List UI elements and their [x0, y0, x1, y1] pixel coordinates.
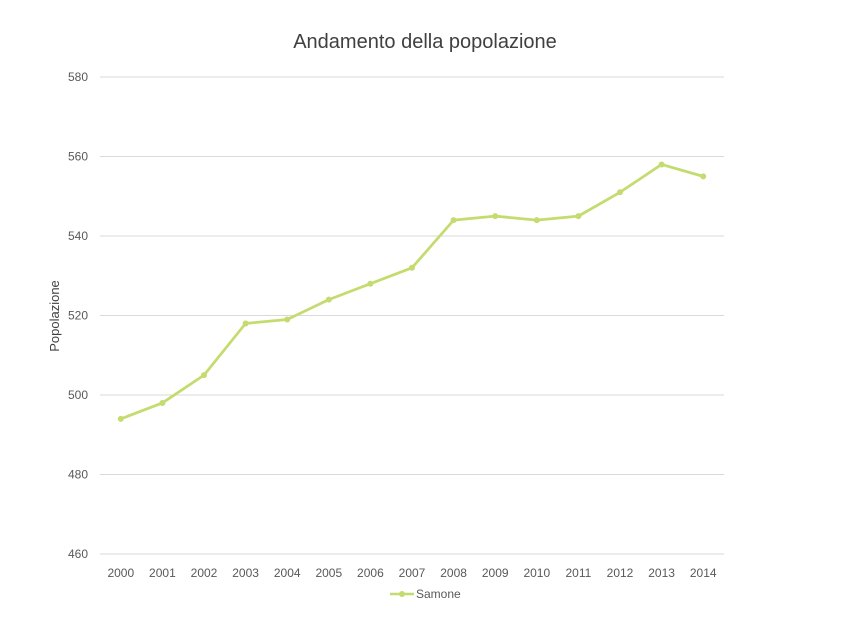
series-layer [117, 161, 707, 422]
x-tick-label: 2002 [191, 566, 218, 580]
data-point-2013[interactable] [658, 161, 665, 168]
y-axis-ticks: 460 480 500 520 540 560 580 [68, 70, 88, 561]
data-point-2000[interactable] [117, 415, 124, 422]
x-tick-label: 2007 [399, 566, 426, 580]
data-point-2006[interactable] [367, 280, 374, 287]
data-point-2007[interactable] [409, 264, 415, 271]
x-tick-label: 2003 [232, 566, 259, 580]
data-point-2002[interactable] [201, 372, 207, 379]
y-tick-label: 580 [68, 70, 88, 84]
y-tick-label: 560 [68, 150, 88, 164]
x-tick-label: 2004 [274, 566, 301, 580]
x-tick-label: 2009 [482, 566, 509, 580]
data-point-2011[interactable] [575, 213, 582, 220]
y-tick-label: 460 [68, 547, 88, 561]
legend-swatch-marker [399, 591, 405, 597]
x-tick-label: 2014 [690, 566, 717, 580]
data-point-2004[interactable] [284, 316, 291, 323]
y-tick-label: 500 [68, 388, 88, 402]
data-point-2008[interactable] [450, 217, 457, 224]
legend[interactable]: Samone [390, 587, 461, 601]
x-tick-label: 2005 [315, 566, 342, 580]
x-tick-label: 2008 [440, 566, 467, 580]
x-tick-label: 2012 [607, 566, 634, 580]
data-point-2014[interactable] [700, 173, 707, 180]
x-tick-label: 2001 [149, 566, 176, 580]
x-tick-label: 2013 [648, 566, 675, 580]
x-tick-label: 2010 [523, 566, 550, 580]
data-point-2003[interactable] [242, 320, 249, 327]
x-tick-label: 2006 [357, 566, 384, 580]
x-axis-ticks: 2000 2001 2002 2003 2004 2005 2006 2007 2008 2009… [107, 566, 716, 580]
gridlines [100, 76, 724, 555]
data-point-2010[interactable] [533, 217, 540, 224]
x-tick-label: 2011 [565, 566, 591, 580]
y-tick-label: 520 [68, 309, 88, 323]
x-tick-label: 2000 [107, 566, 134, 580]
data-point-2009[interactable] [492, 213, 499, 220]
legend-label: Samone [416, 587, 461, 601]
series-line-samone[interactable] [119, 163, 705, 421]
data-point-2012[interactable] [617, 189, 623, 196]
y-tick-label: 480 [68, 468, 88, 482]
data-point-2001[interactable] [159, 399, 166, 406]
y-tick-label: 540 [68, 229, 88, 243]
data-point-2005[interactable] [325, 296, 332, 303]
y-axis-label: Popolazione [47, 280, 62, 352]
chart-title: Andamento della popolazione [293, 31, 557, 53]
